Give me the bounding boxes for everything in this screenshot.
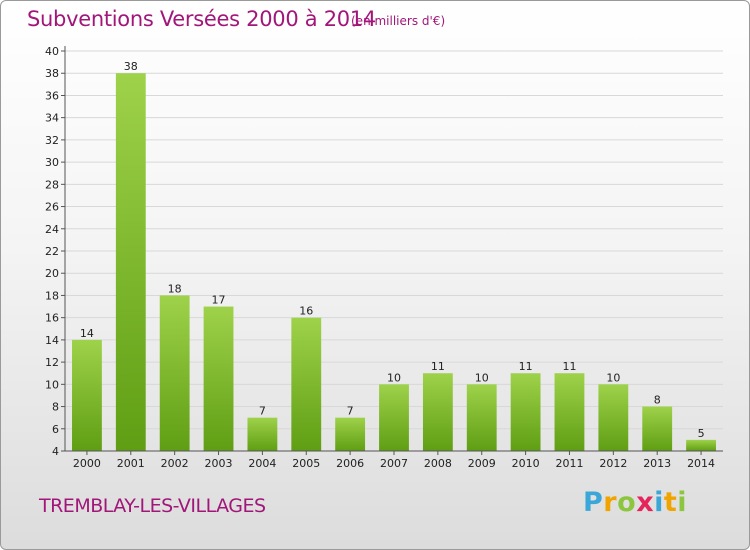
data-label: 16: [299, 305, 313, 318]
y-tick-label: 24: [45, 223, 59, 236]
data-label: 10: [387, 371, 401, 384]
y-tick-label: 34: [45, 112, 59, 125]
x-tick-label: 2009: [468, 457, 496, 470]
commune-name: TREMBLAY-LES-VILLAGES: [39, 495, 266, 517]
x-tick-label: 2013: [643, 457, 671, 470]
logo-letter: i: [654, 487, 664, 518]
data-label: 8: [654, 394, 661, 407]
bar: [291, 317, 322, 451]
data-label: 18: [168, 282, 182, 295]
bar: [422, 373, 453, 451]
x-tick-label: 2012: [599, 457, 627, 470]
logo-letter: i: [677, 487, 688, 518]
bar: [159, 295, 190, 451]
y-tick-label: 10: [45, 378, 59, 391]
chart-unit: (en milliers d'€): [351, 14, 446, 28]
data-label: 17: [212, 294, 226, 307]
bar: [203, 306, 234, 451]
proxiti-logo: Proxiti: [583, 487, 687, 518]
y-tick-label: 4: [52, 445, 59, 458]
data-label: 10: [475, 371, 489, 384]
data-label: 5: [698, 427, 705, 440]
bar: [598, 384, 629, 451]
bar: [379, 384, 409, 451]
y-tick-label: 16: [45, 312, 59, 325]
y-tick-label: 30: [45, 156, 59, 169]
axis-layer: 4 6 8 10 12 14 16 18 20 22 24 26 28 30 32 34 36 38 40 2000 2…: [45, 45, 723, 470]
y-tick-label: 40: [45, 45, 59, 58]
y-tick-label: 38: [45, 67, 59, 80]
x-tick-label: 2008: [424, 457, 452, 470]
x-tick-label: 2010: [512, 457, 540, 470]
x-tick-label: 2001: [117, 457, 145, 470]
chart-title: Subventions Versées 2000 à 2014: [27, 7, 376, 31]
data-label: 7: [347, 405, 354, 418]
bar: [72, 339, 102, 451]
x-tick-label: 2006: [336, 457, 364, 470]
data-label: 11: [562, 360, 576, 373]
y-tick-label: 26: [45, 201, 59, 214]
data-label: 11: [519, 360, 533, 373]
y-tick-label: 6: [52, 423, 59, 436]
data-label: 14: [80, 327, 94, 340]
bar: [466, 384, 497, 451]
logo-letter: P: [583, 487, 604, 518]
bar: [642, 406, 673, 451]
y-tick-label: 32: [45, 134, 59, 147]
x-tick-label: 2004: [248, 457, 276, 470]
x-tick-label: 2011: [555, 457, 583, 470]
logo-letter: t: [663, 487, 678, 518]
bar: [335, 417, 366, 451]
data-label: 11: [431, 360, 445, 373]
x-tick-label: 2014: [687, 457, 715, 470]
y-tick-label: 28: [45, 178, 59, 191]
y-tick-label: 20: [45, 267, 59, 280]
data-label: 10: [606, 371, 620, 384]
logo-letter: r: [603, 487, 618, 518]
y-tick-label: 18: [45, 289, 59, 302]
data-label: 7: [259, 405, 266, 418]
logo-letter: o: [617, 487, 637, 518]
bar: [247, 417, 278, 451]
bar: [554, 373, 585, 451]
x-tick-label: 2003: [205, 457, 233, 470]
y-tick-label: 12: [45, 356, 59, 369]
bar-layer: 14 38 18 17 7 16 7 10 11 10 11 11 10 8 5: [72, 60, 716, 451]
x-tick-label: 2007: [380, 457, 408, 470]
y-tick-label: 14: [45, 334, 59, 347]
bar: [686, 439, 716, 451]
y-tick-label: 8: [52, 401, 59, 414]
x-tick-label: 2005: [292, 457, 320, 470]
y-tick-label: 36: [45, 89, 59, 102]
bar: [510, 373, 541, 451]
logo-letter: x: [636, 487, 655, 518]
x-tick-label: 2000: [73, 457, 101, 470]
bar: [115, 73, 146, 451]
data-label: 38: [124, 60, 138, 73]
x-tick-label: 2002: [161, 457, 189, 470]
y-tick-label: 22: [45, 245, 59, 258]
